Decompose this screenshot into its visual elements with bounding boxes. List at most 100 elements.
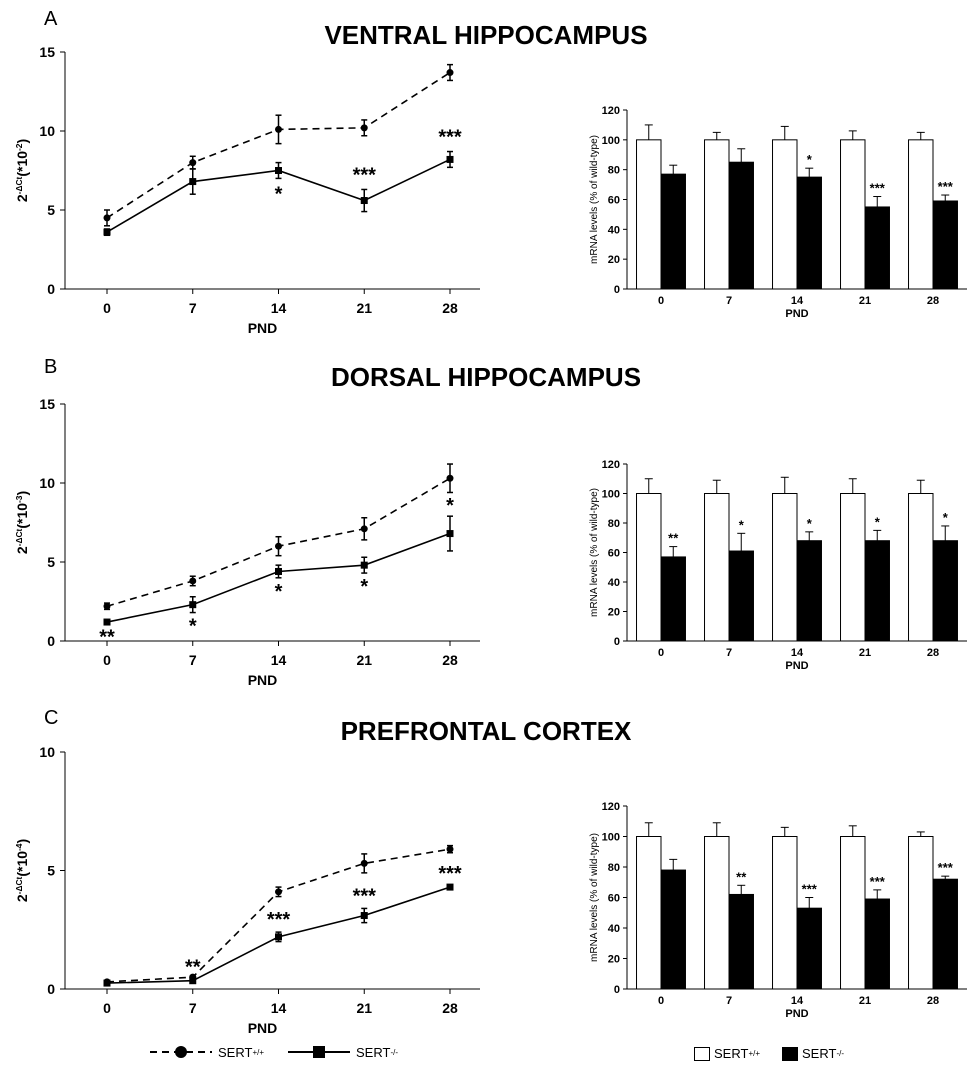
bar-2-y-tick-label: 60 (608, 893, 620, 905)
line-2-x-tick-label: 21 (356, 1000, 372, 1016)
bar-0-y-tick-label: 20 (608, 254, 620, 266)
bar-0-series-0-bar (636, 139, 662, 290)
bar-0-x-tick-label: 28 (927, 295, 939, 307)
bar-1-series-0-bar (908, 493, 934, 642)
line-2-significance-label: *** (438, 863, 462, 885)
black-box-icon (782, 1046, 799, 1061)
line-1-x-tick-label: 21 (356, 652, 372, 668)
panel-letter-a: A (44, 8, 58, 30)
line-2-x-tick-label: 7 (189, 1000, 197, 1016)
bar-2-series-1-bar (864, 898, 890, 990)
line-2-y-tick-label: 10 (39, 744, 55, 760)
bar-2-y-tick-label: 100 (602, 832, 620, 844)
bar-2-significance-label: *** (938, 860, 954, 875)
line-2-x-tick-label: 14 (271, 1000, 287, 1016)
line-2-series-1-point (189, 977, 197, 985)
bar-1-x-tick-label: 14 (791, 647, 804, 659)
bar-0-x-tick-label: 0 (658, 295, 664, 307)
line-2-significance-label: *** (267, 909, 291, 931)
panel-title-b: DORSAL HIPPOCAMPUS (330, 362, 642, 392)
line-2-x-axis-label: PND (248, 1020, 278, 1036)
legend-item-ko-line: SERT -/- (286, 1044, 398, 1060)
bar-2-series-0-bar (772, 836, 798, 990)
bar-2-series-1-bar (728, 893, 754, 990)
line-1-significance-label: * (446, 495, 454, 517)
bar-1-series-1-bar (728, 550, 754, 642)
bar-1-significance-label: ** (668, 531, 679, 546)
line-0-y-tick-label: 15 (39, 44, 55, 60)
line-2-y-tick-label: 0 (47, 981, 55, 997)
bar-0-series-1-bar (660, 173, 686, 290)
bar-1-x-tick-label: 7 (726, 647, 732, 659)
bar-2-significance-label: *** (870, 874, 886, 889)
legend-ko-label: SERT (356, 1044, 391, 1060)
line-1-x-axis-label: PND (248, 672, 278, 688)
bar-0-y-tick-label: 120 (602, 105, 620, 117)
line-0-x-tick-label: 28 (442, 300, 458, 316)
line-1-x-tick-label: 7 (189, 652, 197, 668)
line-0-x-tick-label: 7 (189, 300, 197, 316)
line-1-series-1-point (189, 601, 197, 609)
bar-1-series-0-bar (840, 493, 866, 642)
panel-title-c: PREFRONTAL CORTEX (340, 716, 632, 746)
bar-1-series-0-bar (704, 493, 730, 642)
bar-1-y-tick-label: 0 (614, 636, 620, 648)
bar-0-x-tick-label: 14 (791, 295, 804, 307)
bar-2-series-0-bar (840, 836, 866, 990)
line-2-series-0-point (446, 845, 454, 853)
line-0-significance-label: * (275, 183, 283, 205)
line-2-y-tick-label: 5 (47, 863, 55, 879)
bar-0-series-1-bar (728, 161, 754, 290)
legend-item-wt-line: SERT +/+ (148, 1044, 264, 1060)
line-0-series-0-point (275, 125, 282, 133)
line-0-y-tick-label: 0 (47, 281, 55, 297)
bar-0-series-1-bar (796, 176, 822, 290)
line-1-significance-label: * (189, 616, 197, 638)
line-1-x-tick-label: 28 (442, 652, 458, 668)
bar-1-series-0-bar (772, 493, 798, 642)
bar-0-significance-label: *** (870, 181, 886, 196)
legend-wt-sup: +/+ (252, 1047, 265, 1057)
bar-1-x-tick-label: 21 (859, 647, 871, 659)
bar-2-x-tick-label: 14 (791, 995, 804, 1007)
line-1-series-1-point (103, 618, 111, 626)
bar-0-series-1-bar (932, 200, 958, 290)
line-1-series-0-point (189, 577, 197, 585)
line-0-x-tick-label: 21 (356, 300, 372, 316)
bar-1-series-1-bar (796, 540, 822, 642)
line-1-series-0-point (275, 542, 282, 550)
bar-1-x-tick-label: 28 (927, 647, 939, 659)
bar-1-y-tick-label: 60 (608, 548, 620, 560)
line-1-y-tick-label: 15 (39, 396, 55, 412)
line-2-significance-label: ** (185, 957, 201, 979)
line-0-series-1-point (103, 228, 111, 236)
bar-1-significance-label: * (943, 510, 949, 525)
bar-2-x-axis-label: PND (785, 1008, 808, 1020)
line-0-significance-label: *** (353, 164, 377, 186)
bar-1-significance-label: * (739, 517, 745, 532)
bar-1-series-1-bar (864, 540, 890, 642)
legend-wt-label: SERT (218, 1044, 253, 1060)
line-0-significance-label: *** (438, 127, 462, 149)
bar-1-y-tick-label: 20 (608, 607, 620, 619)
bar-1-significance-label: * (875, 514, 881, 529)
bar-2-x-tick-label: 28 (927, 995, 939, 1007)
bar-1-significance-label: * (807, 516, 813, 531)
legend-ko-bar-sup: -/- (836, 1049, 845, 1058)
bar-1-series-1-bar (660, 556, 686, 642)
line-0-series-1-point (275, 167, 282, 174)
panel-letter-b: B (44, 356, 58, 378)
bar-2-significance-label: ** (736, 869, 747, 884)
white-box-icon (694, 1046, 710, 1061)
bar-2-significance-label: *** (802, 882, 818, 897)
bar-0-y-tick-label: 60 (608, 195, 620, 207)
bar-2-series-0-bar (908, 836, 934, 990)
bar-1-series-1-bar (932, 540, 958, 642)
bar-1-y-tick-label: 40 (608, 577, 620, 589)
line-1-significance-label: ** (99, 627, 115, 649)
bar-0-series-1-bar (864, 206, 890, 290)
line-2-series-1-point (103, 979, 111, 987)
bar-0-y-axis-label: mRNA levels (% of wild-type) (589, 135, 600, 264)
bar-2-series-1-bar (660, 869, 686, 990)
